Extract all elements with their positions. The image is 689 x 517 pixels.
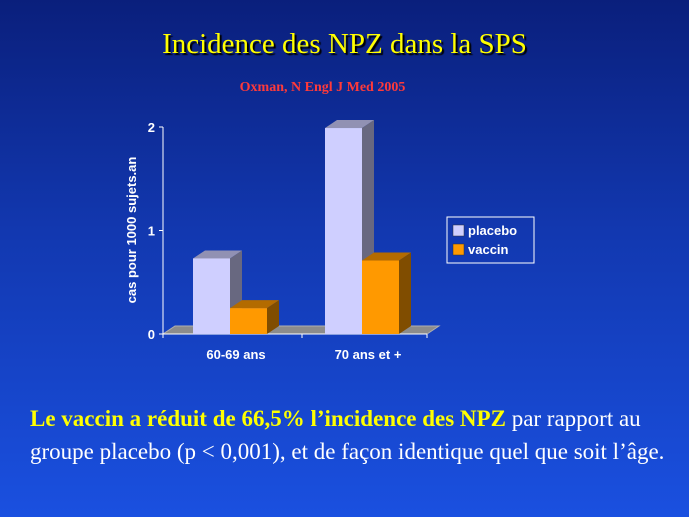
bar-top-face [325, 120, 374, 129]
legend-label-vaccin: vaccin [468, 242, 509, 257]
y-axis-label: cas pour 1000 sujets.an [124, 157, 139, 304]
x-tick-label: 60-69 ans [206, 347, 265, 362]
bar-front-face [193, 258, 230, 334]
legend-label-placebo: placebo [468, 223, 517, 238]
citation: Oxman, N Engl J Med 2005 [239, 80, 406, 95]
bar-front-face [230, 308, 267, 334]
bar-front-face [362, 260, 399, 334]
legend-swatch-placebo [452, 224, 465, 237]
bar-placebo-2 [325, 120, 374, 334]
chart-bars [193, 120, 411, 334]
conclusion-highlight: Le vaccin a réduit de 66,5% l’incidence … [30, 406, 506, 431]
y-tick-label: 2 [148, 120, 155, 135]
bar-top-face [230, 300, 279, 309]
legend-swatch-vaccin [452, 243, 465, 256]
bar-top-face [193, 250, 242, 259]
bar-front-face [325, 128, 362, 334]
conclusion-rest: par rapport au groupe placebo (p < 0,001… [30, 406, 665, 464]
bar-side-face [399, 252, 411, 334]
slide-title: Incidence des NPZ dans la SPS [162, 28, 527, 60]
bar-top-face [362, 252, 411, 261]
bar-side-face [267, 300, 279, 334]
x-tick-label: 70 ans et + [335, 347, 402, 362]
chart-legend: placebo vaccin [446, 216, 535, 264]
y-tick-label: 1 [148, 224, 155, 239]
bar-vaccin-2 [362, 252, 411, 334]
bar-vaccin-1 [230, 300, 279, 334]
y-tick-label: 0 [148, 327, 155, 342]
conclusion-text: Le vaccin a réduit de 66,5% l’incidence … [30, 402, 670, 468]
legend-box [446, 216, 535, 264]
chart-axes: 0 1 2 cas pour 1000 sujets.an 60-69 ans 70 an… [124, 120, 428, 362]
